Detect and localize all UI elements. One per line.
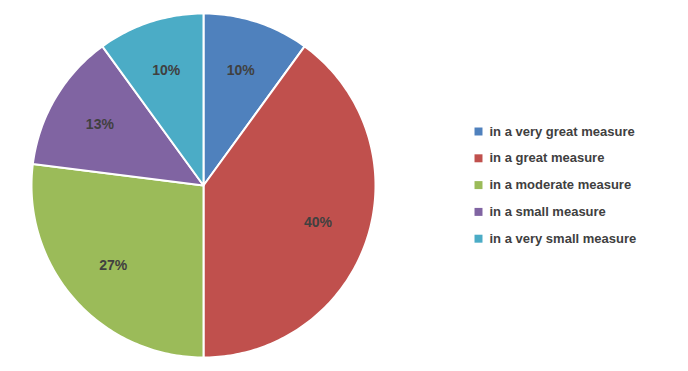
svg-text:10%: 10% bbox=[152, 62, 181, 78]
svg-text:10%: 10% bbox=[227, 62, 256, 78]
svg-text:in a great measure: in a great measure bbox=[490, 150, 605, 165]
svg-text:in a very great measure: in a very great measure bbox=[490, 124, 635, 139]
svg-text:in a small measure: in a small measure bbox=[490, 204, 606, 219]
svg-text:13%: 13% bbox=[86, 116, 115, 132]
svg-text:in a very small measure: in a very small measure bbox=[490, 231, 637, 246]
svg-text:40%: 40% bbox=[304, 214, 333, 230]
svg-text:27%: 27% bbox=[99, 257, 128, 273]
svg-text:in a moderate measure: in a moderate measure bbox=[490, 177, 632, 192]
